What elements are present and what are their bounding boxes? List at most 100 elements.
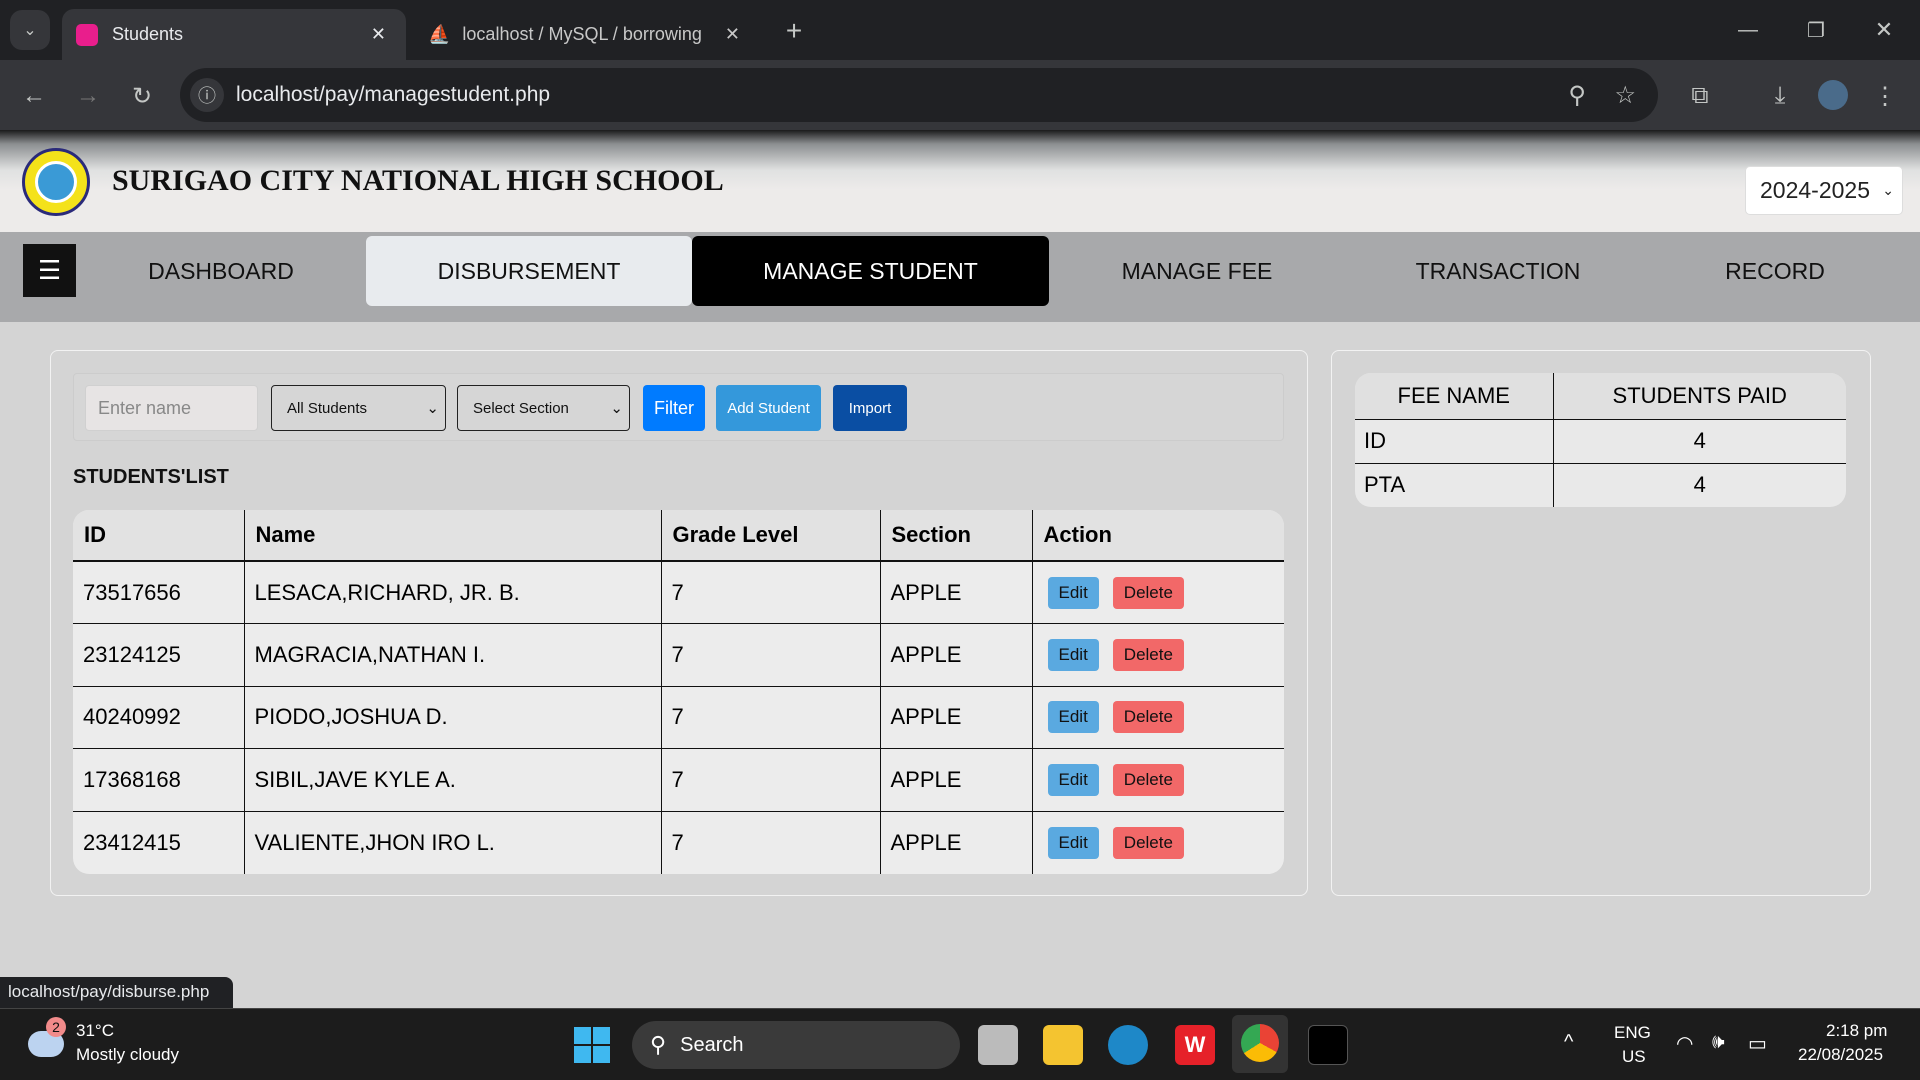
phpmyadmin-favicon-icon: ⛵: [428, 24, 451, 44]
status-bubble: localhost/pay/disburse.php: [0, 977, 233, 1009]
tab-title: localhost / MySQL / borrowing: [462, 24, 702, 44]
windows-start-icon[interactable]: [574, 1027, 610, 1063]
school-year-select[interactable]: 2024-2025 ⌄: [1745, 166, 1903, 215]
hamburger-menu-icon[interactable]: ☰: [23, 244, 76, 297]
edit-button[interactable]: Edit: [1047, 638, 1099, 671]
filter-button[interactable]: Filter: [643, 385, 705, 431]
taskbar-search[interactable]: ⚲ Search: [632, 1021, 960, 1069]
language[interactable]: ENG: [1614, 1023, 1651, 1042]
import-button[interactable]: Import: [833, 385, 907, 431]
table-row: 40240992 PIODO,JOSHUA D. 7 APPLE Edit Del…: [73, 686, 1284, 749]
cell-name: MAGRACIA,NATHAN I.: [243, 623, 661, 687]
file-explorer-icon[interactable]: [1043, 1025, 1083, 1065]
site-info-icon[interactable]: ⓘ: [190, 78, 224, 112]
taskbar: 2 31°C Mostly cloudy ⚲ Search W ^ ENG US …: [0, 1008, 1920, 1080]
site-header: SURIGAO CITY NATIONAL HIGH SCHOOL 2024-2…: [0, 130, 1920, 232]
nav-manage-fee[interactable]: MANAGE FEE: [1121, 257, 1273, 284]
nav-record[interactable]: RECORD: [1725, 257, 1825, 284]
select-value: Select Section: [473, 399, 569, 417]
cell-grade: 7: [660, 748, 880, 812]
url-text: localhost/pay/managestudent.php: [236, 83, 551, 106]
extensions-icon[interactable]: ⧉: [1691, 82, 1709, 109]
cell-id: 17368168: [73, 748, 244, 812]
wps-office-icon[interactable]: W: [1175, 1025, 1215, 1065]
forward-icon[interactable]: →: [76, 82, 100, 109]
back-icon[interactable]: ←: [22, 82, 46, 109]
clock-time[interactable]: 2:18 pm: [1826, 1021, 1888, 1040]
edit-button[interactable]: Edit: [1047, 576, 1099, 609]
name-search-input[interactable]: Enter name: [85, 385, 258, 431]
address-bar[interactable]: ⓘ localhost/pay/managestudent.php ⚲ ☆: [180, 68, 1658, 122]
tab-phpmyadmin[interactable]: ⛵ localhost / MySQL / borrowing ✕: [414, 9, 754, 60]
volume-icon[interactable]: 🕪: [1712, 1031, 1725, 1053]
menu-kebab-icon[interactable]: ⋮: [1873, 82, 1897, 110]
edit-button[interactable]: Edit: [1047, 701, 1099, 734]
cell-action: Edit Delete: [1031, 561, 1284, 624]
nav-disbursement[interactable]: DISBURSEMENT: [366, 236, 692, 306]
select-value: All Students: [287, 399, 368, 417]
close-tab-icon[interactable]: ✕: [724, 24, 740, 44]
zoom-icon[interactable]: ⚲: [1568, 81, 1586, 109]
cell-section: APPLE: [879, 748, 1032, 812]
school-name: SURIGAO CITY NATIONAL HIGH SCHOOL: [112, 164, 724, 197]
delete-button[interactable]: Delete: [1112, 638, 1184, 671]
col-name: Name: [243, 510, 661, 562]
student-filter-select[interactable]: All Students ⌄: [271, 385, 446, 431]
col-section: Section: [879, 510, 1032, 562]
cell-name: PIODO,JOSHUA D.: [243, 686, 661, 749]
delete-button[interactable]: Delete: [1112, 576, 1184, 609]
reload-icon[interactable]: ↻: [131, 82, 153, 110]
fee-row: PTA 4: [1355, 463, 1846, 507]
cell-name: VALIENTE,JHON IRO L.: [243, 811, 661, 874]
download-icon[interactable]: ⤓: [1774, 82, 1786, 109]
close-window-icon[interactable]: ✕: [1874, 17, 1894, 42]
wifi-icon[interactable]: ◠: [1676, 1033, 1694, 1055]
chevron-down-icon: ⌄: [1882, 182, 1894, 198]
add-student-button[interactable]: Add Student: [716, 385, 821, 431]
fee-name: ID: [1355, 419, 1553, 464]
battery-icon[interactable]: ▭: [1748, 1033, 1767, 1055]
cell-grade: 7: [660, 686, 880, 749]
keyboard-layout[interactable]: US: [1622, 1047, 1646, 1066]
new-tab-icon[interactable]: +: [785, 15, 803, 46]
nav-dashboard[interactable]: DASHBOARD: [148, 257, 294, 284]
app-icon[interactable]: [1308, 1025, 1348, 1065]
delete-button[interactable]: Delete: [1112, 763, 1184, 796]
nav-manage-student[interactable]: MANAGE STUDENT: [692, 236, 1049, 306]
restore-icon[interactable]: ❐: [1807, 19, 1825, 42]
chevron-down-icon: ⌄: [426, 400, 439, 417]
cell-action: Edit Delete: [1031, 748, 1284, 812]
tab-search-icon[interactable]: ⌄: [10, 10, 50, 50]
tab-students[interactable]: Students ✕: [62, 9, 406, 60]
cell-action: Edit Delete: [1031, 686, 1284, 749]
cell-id: 73517656: [73, 561, 244, 624]
minimize-icon[interactable]: —: [1738, 18, 1758, 41]
section-select[interactable]: Select Section ⌄: [457, 385, 630, 431]
weather-temp: 31°C: [76, 1021, 114, 1040]
task-view-icon[interactable]: [978, 1025, 1018, 1065]
chevron-down-icon: ⌄: [610, 400, 623, 417]
cell-section: APPLE: [879, 686, 1032, 749]
show-hidden-icons[interactable]: ^: [1564, 1031, 1574, 1053]
clock-date[interactable]: 22/08/2025: [1798, 1045, 1884, 1064]
cell-name: LESACA,RICHARD, JR. B.: [243, 561, 661, 624]
edit-button[interactable]: Edit: [1047, 826, 1099, 859]
cell-section: APPLE: [879, 623, 1032, 687]
edge-icon[interactable]: [1108, 1025, 1148, 1065]
delete-button[interactable]: Delete: [1112, 826, 1184, 859]
school-year-value: 2024-2025: [1760, 177, 1870, 203]
edit-button[interactable]: Edit: [1047, 763, 1099, 796]
close-tab-icon[interactable]: ✕: [370, 24, 386, 44]
delete-button[interactable]: Delete: [1112, 701, 1184, 734]
profile-avatar[interactable]: [1818, 80, 1848, 110]
weather-desc: Mostly cloudy: [76, 1045, 179, 1064]
search-placeholder: Search: [680, 1033, 744, 1056]
chrome-taskbar-button[interactable]: [1232, 1015, 1288, 1073]
fee-paid-count: 4: [1552, 419, 1846, 464]
table-row: 23124125 MAGRACIA,NATHAN I. 7 APPLE Edit…: [73, 623, 1284, 687]
bookmark-star-icon[interactable]: ☆: [1614, 81, 1636, 109]
wamp-favicon-icon: [76, 23, 98, 46]
nav-transaction[interactable]: TRANSACTION: [1415, 257, 1581, 284]
cell-id: 23124125: [73, 623, 244, 687]
cell-action: Edit Delete: [1031, 811, 1284, 874]
